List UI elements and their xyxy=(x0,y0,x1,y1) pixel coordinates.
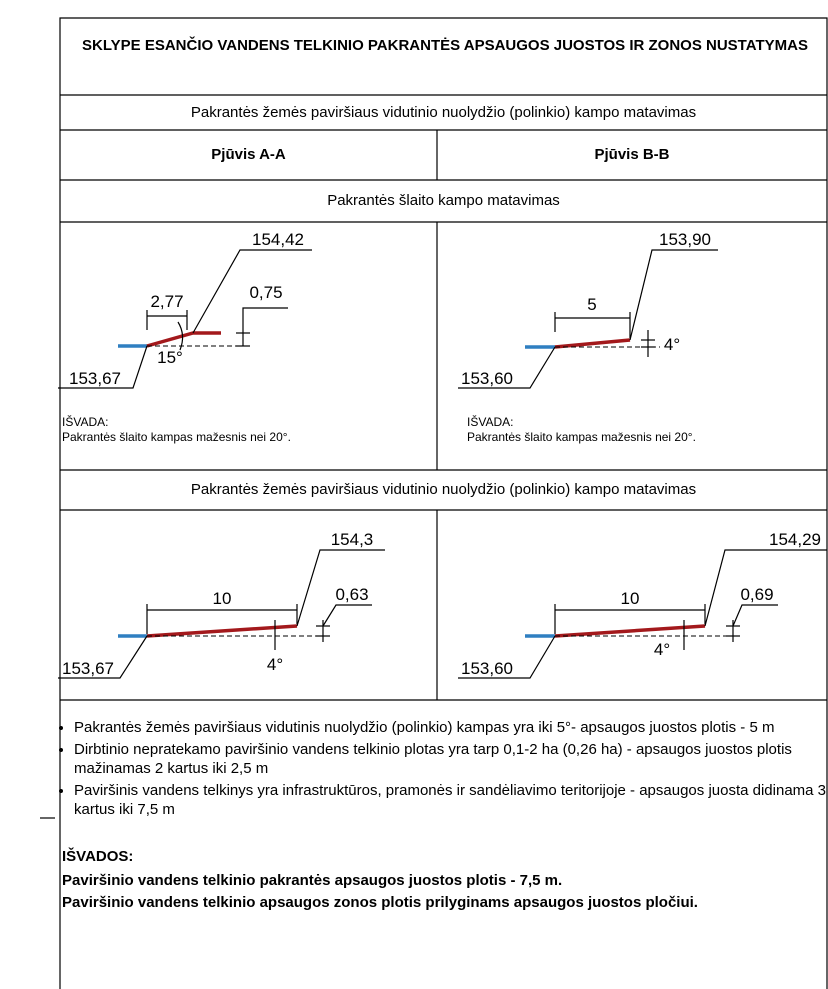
label: 153,60 xyxy=(461,659,513,678)
label: 154,3 xyxy=(331,530,374,549)
label: Pakrantės šlaito kampas mažesnis nei 20°… xyxy=(467,430,696,444)
section-header: Pjūvis A-A xyxy=(211,146,286,163)
label: 0,75 xyxy=(249,283,282,302)
label: 4° xyxy=(267,655,283,674)
label: 10 xyxy=(213,589,232,608)
bullet: Paviršinis vandens telkinys yra infrastr… xyxy=(74,781,826,819)
row-header: Pakrantės šlaito kampo matavimas xyxy=(327,192,560,209)
label: 154,42 xyxy=(252,230,304,249)
label: 0,69 xyxy=(740,585,773,604)
label: 10 xyxy=(621,589,640,608)
label: 4° xyxy=(654,640,670,659)
label: 5 xyxy=(587,295,596,314)
conclusion: Paviršinio vandens telkinio apsaugos zon… xyxy=(62,894,698,911)
row-header: Pakrantės žemės paviršiaus vidutinio nuo… xyxy=(190,481,697,498)
label: 4° xyxy=(664,335,680,354)
label: 153,60 xyxy=(461,369,513,388)
label: Pakrantės šlaito kampas mažesnis nei 20°… xyxy=(62,430,291,444)
label: 153,67 xyxy=(69,369,121,388)
label: IŠVADA: xyxy=(467,414,513,429)
row-header: Pakrantės žemės paviršiaus vidutinio nuo… xyxy=(190,104,697,121)
label: 154,29 xyxy=(769,530,821,549)
label: 2,77 xyxy=(150,292,183,311)
section-header: Pjūvis B-B xyxy=(594,146,670,163)
label: IŠVADA: xyxy=(62,414,108,429)
bullet: Dirbtinio nepratekamo paviršinio vandens… xyxy=(74,740,826,778)
bullet: Pakrantės žemės paviršiaus vidutinis nuo… xyxy=(74,718,826,737)
label: 153,90 xyxy=(659,230,711,249)
label: 0,63 xyxy=(335,585,368,604)
conclusions-title: IŠVADOS: xyxy=(62,848,134,865)
conclusion: Paviršinio vandens telkinio pakrantės ap… xyxy=(62,872,563,889)
bullet-list: Pakrantės žemės paviršiaus vidutinis nuo… xyxy=(58,718,826,822)
label: 15° xyxy=(157,348,183,367)
label: 153,67 xyxy=(62,659,114,678)
title: SKLYPE ESANČIO VANDENS TELKINIO PAKRANTĖ… xyxy=(82,37,808,54)
